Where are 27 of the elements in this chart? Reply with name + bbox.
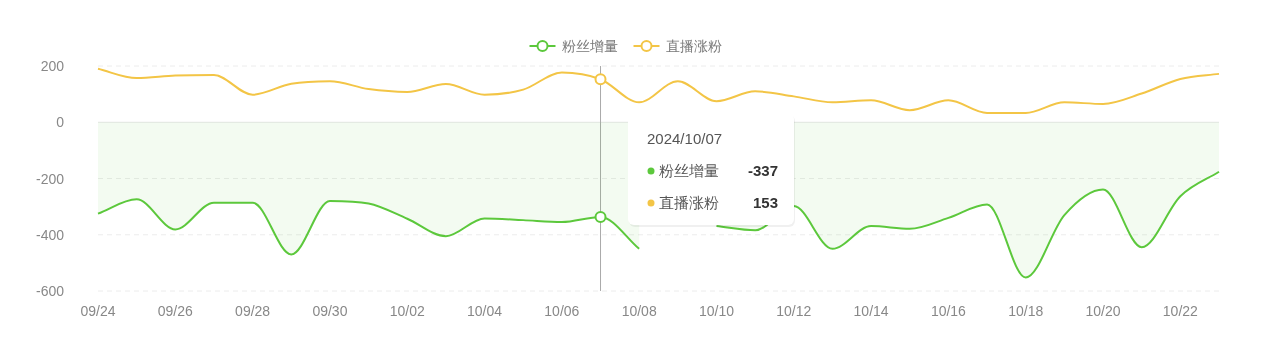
text: 粉丝增量 [561, 38, 618, 54]
x-tick-label: 10/18 [1008, 303, 1044, 319]
y-tick-label: -400 [35, 226, 65, 243]
x-tick-label: 10/12 [776, 303, 812, 319]
y-tick-label: 0 [56, 114, 65, 131]
legend-label: 直播涨粉 [665, 38, 722, 54]
x-tick-label: 09/28 [235, 303, 271, 319]
y-tick-label: 200 [40, 58, 65, 74]
x-tick-label: 09/26 [157, 303, 194, 319]
x-tick-label: 10/02 [389, 303, 425, 319]
annotation: 153 [752, 194, 778, 211]
legend-label: 粉丝增量 [659, 162, 719, 179]
x-tick-label: 10/06 [544, 303, 580, 319]
x-tick-label: 10/04 [467, 303, 503, 319]
x-tick-label: 10/14 [853, 303, 889, 319]
y-tick-label: -600 [35, 283, 65, 299]
x-tick-label: 10/10 [698, 303, 735, 319]
annotation: -337 [747, 162, 778, 179]
x-tick-label: 09/30 [312, 303, 348, 319]
x-tick-label: 10/08 [621, 303, 657, 319]
x-tick-label: 09/24 [80, 303, 116, 319]
text: 直播涨粉 [659, 194, 719, 211]
x-tick-label: 10/16 [930, 303, 967, 319]
x-tick-label: 10/20 [1085, 303, 1121, 319]
annotation: 2024/10/07 [647, 130, 723, 147]
y-tick-label: -200 [35, 170, 65, 187]
x-tick-label: 10/22 [1162, 303, 1199, 319]
